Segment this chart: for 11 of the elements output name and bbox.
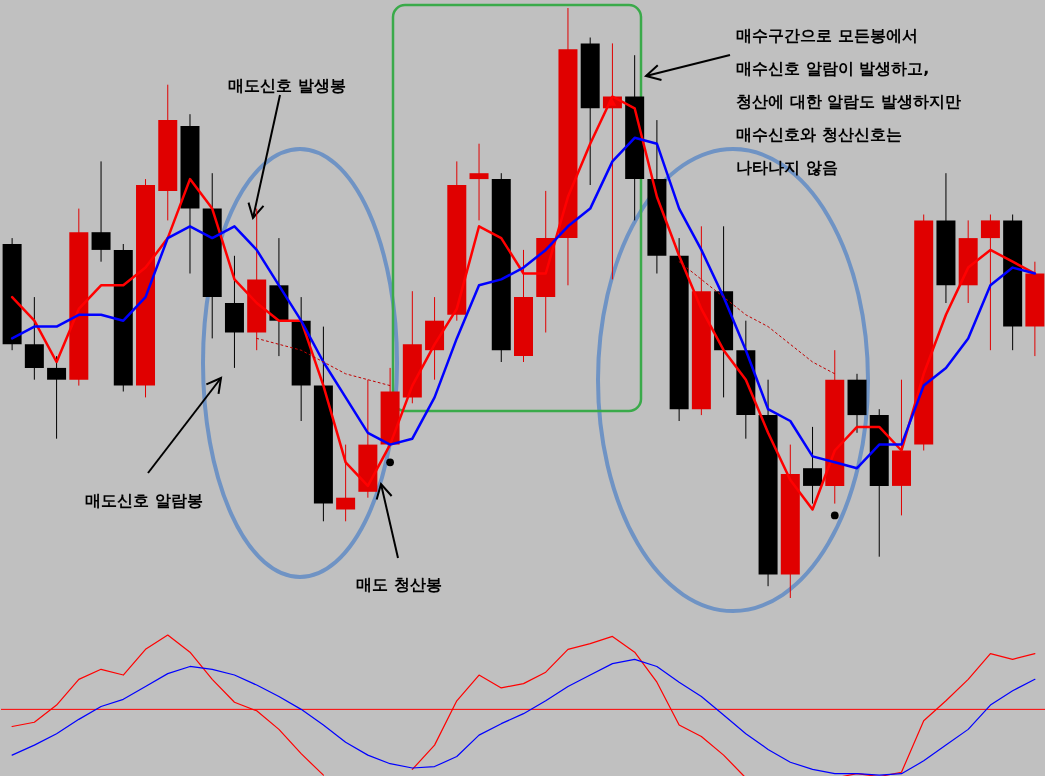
- annotation: 매수구간으로 모든봉에서 매수신호 알람이 발생하고, 청산에 대한 알람도 발생하지만 매수신호와 청산신호는 나타나지 않음: [736, 26, 961, 177]
- candlestick: [91, 160, 111, 263]
- candlestick: [469, 143, 489, 221]
- annotation: 매도신호 알람봉: [85, 491, 203, 510]
- candlestick: [47, 355, 67, 440]
- candlestick: [24, 296, 44, 381]
- candlestick: [803, 426, 823, 505]
- annotation: 매도 청산봉: [356, 575, 442, 594]
- candlestick: [336, 444, 356, 522]
- annotation: 매도신호 발생봉: [228, 76, 346, 95]
- candlestick: [980, 214, 1000, 351]
